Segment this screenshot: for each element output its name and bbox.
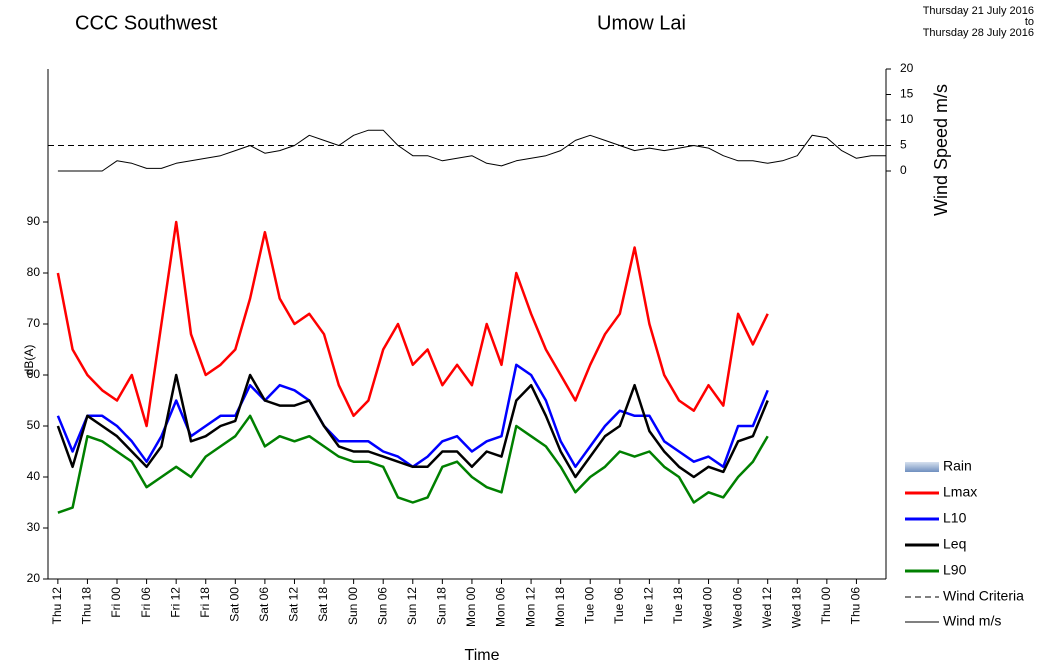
y2-tick-label: 20 — [900, 61, 914, 75]
date-from: Thursday 21 July 2016 — [923, 5, 1034, 17]
y2-tick-label: 0 — [900, 163, 907, 177]
y-tick-label: 50 — [27, 418, 41, 432]
x-tick-label: Thu 06 — [849, 587, 863, 625]
date-to-word: to — [1025, 16, 1034, 28]
legend-swatch — [905, 462, 939, 472]
chart-subtitle: Umow Lai — [597, 12, 686, 34]
y-tick-label: 20 — [27, 571, 41, 585]
series-line — [56, 373, 769, 479]
chart-title: CCC Southwest — [75, 12, 218, 34]
legend-label: Lmax — [943, 484, 977, 500]
x-tick-label: Wed 12 — [760, 587, 774, 628]
x-tick-label: Thu 00 — [819, 587, 833, 625]
x-tick-label: Fri 18 — [198, 587, 212, 618]
x-tick-label: Sat 18 — [316, 587, 330, 622]
x-tick-label: Wed 06 — [730, 587, 744, 628]
x-tick-label: Sun 00 — [346, 587, 360, 625]
x-tick-label: Fri 12 — [168, 587, 182, 618]
x-tick-label: Sun 12 — [405, 587, 419, 625]
x-tick-label: Tue 00 — [582, 587, 596, 624]
x-tick-label: Fri 06 — [139, 587, 153, 618]
y2-axis-title: Wind Speed m/s — [931, 84, 951, 216]
legend-label: Leq — [943, 536, 966, 552]
x-tick-label: Mon 06 — [494, 587, 508, 627]
y-axis-title: dB(A) — [22, 345, 36, 376]
legend-label: Wind Criteria — [943, 588, 1024, 604]
series-line — [57, 414, 769, 514]
x-axis-title: Time — [465, 647, 500, 664]
series-line — [56, 220, 769, 428]
y-tick-label: 60 — [27, 367, 41, 381]
x-tick-label: Wed 18 — [789, 587, 803, 628]
y-tick-label: 70 — [27, 316, 41, 330]
y2-tick-label: 15 — [900, 87, 914, 101]
x-tick-label: Mon 12 — [523, 587, 537, 627]
x-tick-label: Tue 06 — [612, 587, 626, 624]
x-tick-label: Thu 18 — [80, 587, 94, 625]
x-tick-label: Sat 00 — [227, 587, 241, 622]
x-tick-label: Sat 12 — [287, 587, 301, 622]
series-line — [57, 129, 886, 172]
x-tick-label: Wed 00 — [701, 587, 715, 628]
legend-label: L10 — [943, 510, 967, 526]
y-tick-label: 90 — [27, 214, 41, 228]
x-tick-label: Mon 18 — [553, 587, 567, 627]
legend-label: Rain — [943, 458, 972, 474]
x-tick-label: Fri 00 — [109, 587, 123, 618]
series-line — [56, 363, 769, 469]
y2-tick-label: 5 — [900, 138, 907, 152]
date-to: Thursday 28 July 2016 — [923, 27, 1034, 39]
legend-label: L90 — [943, 562, 967, 578]
y-tick-label: 80 — [27, 265, 41, 279]
x-tick-label: Sat 06 — [257, 587, 271, 622]
x-tick-label: Sun 06 — [375, 587, 389, 625]
x-tick-label: Tue 12 — [642, 587, 656, 624]
x-tick-label: Tue 18 — [671, 587, 685, 624]
x-tick-label: Mon 00 — [464, 587, 478, 627]
legend-label: Wind m/s — [943, 613, 1001, 629]
x-tick-label: Thu 12 — [50, 587, 64, 625]
y2-tick-label: 10 — [900, 112, 914, 126]
y-tick-label: 30 — [27, 520, 41, 534]
x-tick-label: Sun 18 — [435, 587, 449, 625]
y-tick-label: 40 — [27, 469, 41, 483]
